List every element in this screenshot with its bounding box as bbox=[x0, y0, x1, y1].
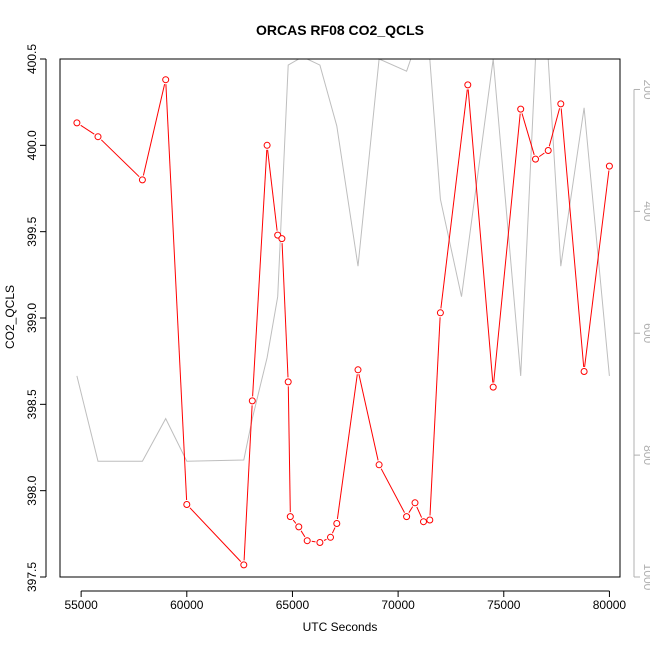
primary-series-segment bbox=[165, 84, 188, 501]
primary-series-segment bbox=[521, 113, 535, 155]
data-point bbox=[420, 518, 427, 526]
x-tick-label: 55000 bbox=[64, 598, 98, 612]
y2-tick-label: 200 bbox=[641, 79, 650, 99]
primary-series-segment bbox=[281, 243, 289, 378]
secondary-series-polyline bbox=[76, 58, 610, 462]
primary-series-segment bbox=[416, 506, 423, 518]
primary-series-segment bbox=[548, 108, 561, 147]
data-point bbox=[162, 76, 170, 84]
data-point bbox=[316, 539, 324, 546]
data-point bbox=[303, 537, 311, 545]
data-point bbox=[489, 383, 497, 391]
data-point bbox=[403, 513, 411, 521]
data-point bbox=[94, 133, 102, 141]
primary-series-segment bbox=[467, 89, 494, 383]
secondary-series-line bbox=[76, 58, 610, 462]
y-tick-label: 398.5 bbox=[25, 389, 39, 419]
x-axis-label: UTC Seconds bbox=[303, 620, 378, 634]
data-point bbox=[436, 309, 444, 317]
primary-series-segment bbox=[100, 139, 140, 178]
primary-series-segment bbox=[287, 386, 291, 513]
data-point bbox=[73, 119, 81, 127]
y2-tick-label: 1000 bbox=[641, 564, 650, 591]
primary-series-segment bbox=[300, 530, 306, 538]
data-point bbox=[580, 368, 588, 375]
y-axis-label: CO2_QCLS bbox=[3, 285, 17, 349]
data-point bbox=[605, 162, 613, 170]
primary-series-segment bbox=[408, 506, 414, 513]
x-tick-label: 60000 bbox=[170, 598, 204, 612]
primary-series-segment bbox=[358, 374, 379, 461]
data-point bbox=[532, 155, 539, 163]
primary-series-segment bbox=[252, 149, 268, 397]
data-point bbox=[333, 520, 341, 527]
primary-series-segment bbox=[429, 317, 441, 516]
primary-series-segment bbox=[323, 538, 327, 541]
data-point bbox=[183, 501, 191, 508]
data-point bbox=[464, 81, 472, 89]
primary-series bbox=[73, 76, 613, 569]
primary-series-segment bbox=[440, 89, 468, 309]
data-point bbox=[557, 100, 565, 108]
data-point bbox=[138, 176, 146, 184]
data-point bbox=[286, 513, 294, 521]
chart-title: ORCAS RF08 CO2_QCLS bbox=[256, 22, 424, 38]
primary-series-segment bbox=[538, 152, 545, 158]
y2-tick-label: 400 bbox=[641, 201, 650, 221]
primary-series-segment bbox=[142, 83, 166, 176]
data-point bbox=[295, 523, 303, 531]
data-point bbox=[375, 461, 383, 469]
x-tick-label: 70000 bbox=[381, 598, 415, 612]
primary-series-segment bbox=[493, 113, 521, 383]
data-point bbox=[544, 147, 552, 154]
data-point bbox=[240, 561, 248, 569]
data-point bbox=[426, 516, 434, 524]
y-tick-label: 398.0 bbox=[25, 475, 39, 505]
primary-series-segment bbox=[267, 149, 278, 231]
y-tick-label: 400.0 bbox=[25, 130, 39, 160]
primary-series-segment bbox=[331, 527, 336, 534]
primary-series-segment bbox=[336, 374, 358, 520]
primary-series-segment bbox=[243, 405, 253, 561]
y-tick-label: 397.5 bbox=[25, 562, 39, 592]
data-point bbox=[248, 397, 256, 405]
data-point bbox=[284, 378, 292, 386]
x-tick-label: 80000 bbox=[593, 598, 627, 612]
primary-series-segment bbox=[80, 124, 95, 135]
y-tick-label: 400.5 bbox=[25, 44, 39, 74]
x-tick-label: 75000 bbox=[487, 598, 521, 612]
plot-frame bbox=[59, 58, 621, 578]
y2-tick-label: 600 bbox=[641, 323, 650, 343]
primary-series-segment bbox=[189, 507, 242, 562]
y-tick-label: 399.5 bbox=[25, 216, 39, 246]
y-tick-label: 399.0 bbox=[25, 303, 39, 333]
data-point bbox=[517, 105, 525, 113]
data-point bbox=[263, 141, 271, 149]
primary-series-segment bbox=[380, 468, 405, 513]
data-point bbox=[327, 533, 334, 541]
primary-series-segment bbox=[292, 519, 297, 524]
data-point bbox=[411, 499, 419, 507]
primary-series-segment bbox=[311, 540, 316, 543]
primary-series-segment bbox=[560, 108, 585, 368]
axes: 55000 60000 65000 70000 75000 80000 397.5 398.0… bbox=[25, 44, 650, 612]
data-point bbox=[278, 235, 286, 243]
y2-tick-label: 800 bbox=[641, 445, 650, 465]
data-point bbox=[354, 366, 362, 374]
x-tick-label: 65000 bbox=[276, 598, 310, 612]
primary-series-segment bbox=[584, 170, 610, 368]
